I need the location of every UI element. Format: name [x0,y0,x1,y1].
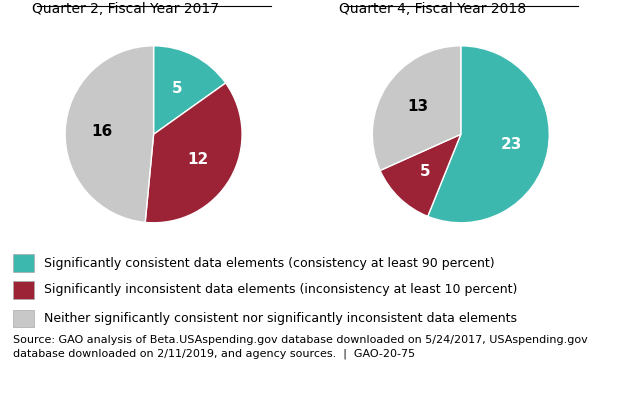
Bar [13,254,35,272]
Wedge shape [145,83,242,223]
Wedge shape [428,46,549,223]
Text: 5: 5 [172,81,182,96]
Wedge shape [65,46,154,222]
Text: Neither significantly consistent nor significantly inconsistent data elements: Neither significantly consistent nor sig… [44,312,516,325]
Wedge shape [372,46,461,171]
Wedge shape [380,134,461,216]
Text: Significantly consistent data elements (consistency at least 90 percent): Significantly consistent data elements (… [44,257,494,269]
Wedge shape [154,46,226,134]
Text: Quarter 2, Fiscal Year 2017: Quarter 2, Fiscal Year 2017 [32,2,219,15]
Bar [13,310,35,327]
Text: 16: 16 [92,124,113,139]
Bar [13,281,35,299]
Text: 5: 5 [420,164,431,179]
Text: 12: 12 [188,152,209,167]
Text: 13: 13 [407,99,428,114]
Text: 23: 23 [500,137,522,152]
Text: Quarter 4, Fiscal Year 2018: Quarter 4, Fiscal Year 2018 [339,2,526,15]
Text: Significantly inconsistent data elements (inconsistency at least 10 percent): Significantly inconsistent data elements… [44,284,517,296]
Text: Source: GAO analysis of Beta.USAspending.gov database downloaded on 5/24/2017, U: Source: GAO analysis of Beta.USAspending… [13,335,588,359]
